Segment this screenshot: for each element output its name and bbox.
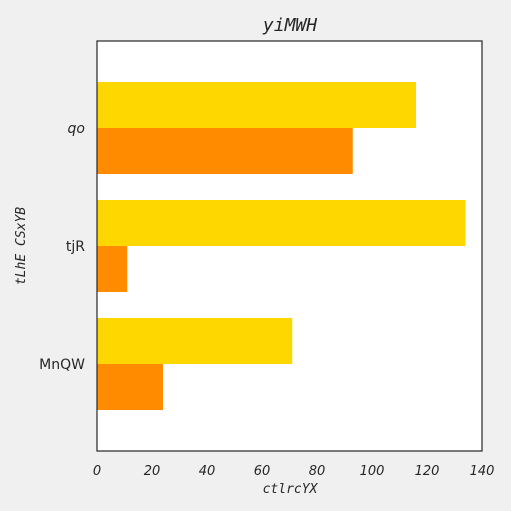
bar-qo-series-2	[97, 128, 353, 174]
x-tick-label: 60	[254, 464, 271, 479]
bar-MnQW-series-1	[97, 318, 293, 364]
x-tick-label: 40	[199, 464, 216, 479]
y-axis-label: tLhE CSxYB	[14, 207, 29, 285]
x-tick-label: 140	[470, 464, 495, 479]
x-tick-label: 20	[144, 464, 161, 479]
x-tick-label: 0	[93, 464, 101, 479]
bars-group	[97, 82, 466, 410]
plot-frame	[96, 40, 483, 452]
y-tick-label: tjR	[66, 239, 85, 255]
x-ticks-group: 0 20 40 60 80 100 120 140	[93, 464, 495, 479]
x-tick-label: 80	[309, 464, 326, 479]
y-tick-label: qo	[68, 121, 85, 137]
chart-title: yiMWH	[262, 15, 317, 36]
x-axis-label: ctlrcYX	[263, 482, 319, 497]
bar-qo-series-1	[97, 82, 416, 128]
x-tick-label: 100	[360, 464, 385, 479]
bar-tjR-series-1	[97, 200, 466, 246]
bar-tjR-series-2	[97, 246, 128, 292]
bar-MnQW-series-2	[97, 364, 163, 410]
x-tick-label: 120	[415, 464, 440, 479]
y-categories-group: qo tjR MnQW	[39, 121, 85, 373]
y-tick-label: MnQW	[39, 357, 85, 373]
